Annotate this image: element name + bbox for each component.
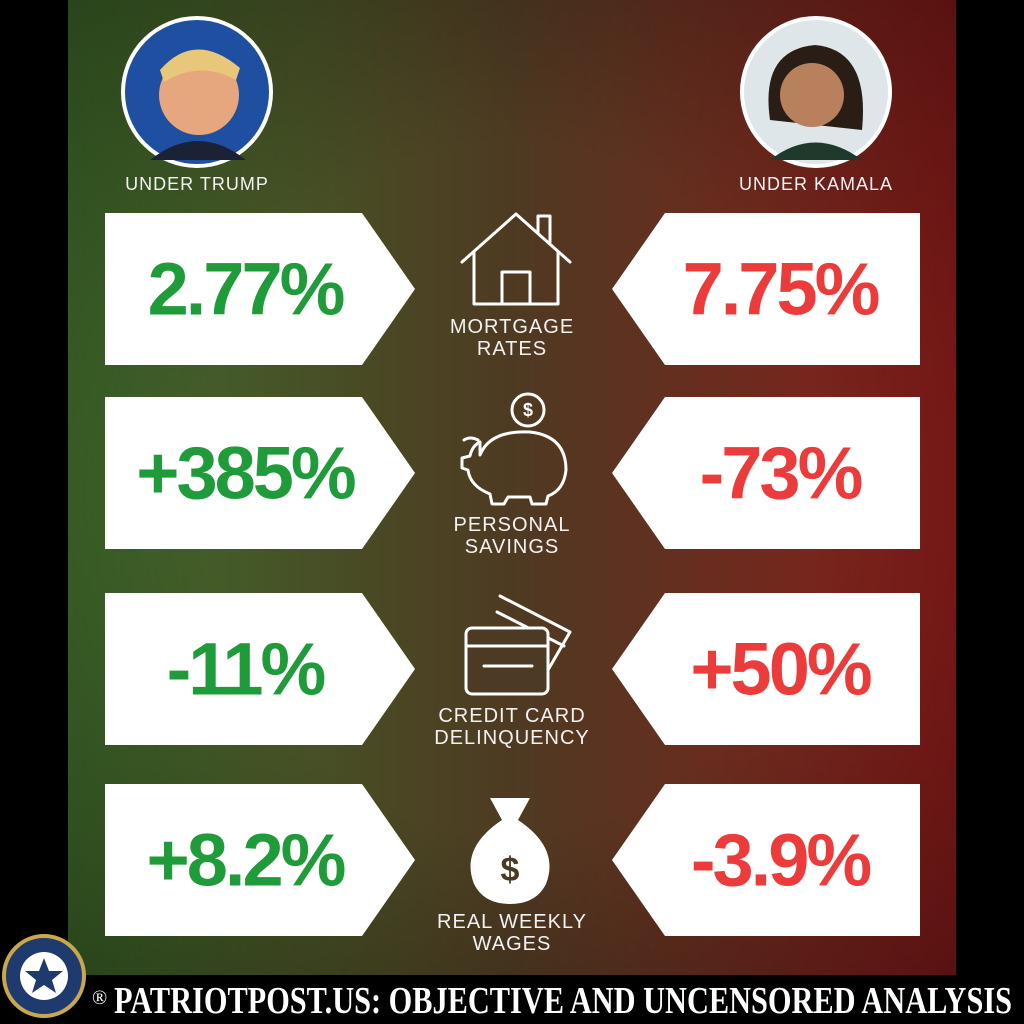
registered-mark: ® (92, 987, 107, 1009)
left-value-box (105, 213, 415, 365)
right-heading: UNDER KAMALA (739, 174, 893, 194)
metric-label: SAVINGS (465, 536, 559, 558)
left-value-box (105, 593, 415, 745)
right-value-box (612, 213, 920, 365)
left-value: -11% (167, 628, 325, 711)
piggy-bank-icon (460, 392, 568, 506)
right-value-box (612, 784, 920, 936)
right-value: 7.75% (683, 248, 879, 331)
metric-label: WAGES (473, 933, 552, 955)
right-value: +50% (690, 628, 871, 711)
left-value-box (105, 784, 415, 936)
right-value: -73% (700, 432, 862, 515)
metric-label: REAL WEEKLY (437, 911, 587, 933)
metric-label: DELINQUENCY (434, 727, 589, 749)
right-value-box (612, 397, 920, 549)
house-icon (460, 212, 572, 306)
left-portrait (121, 16, 273, 168)
metric-label: MORTGAGE (450, 316, 574, 338)
metric-label: CREDIT CARD (438, 705, 585, 727)
footer-bar (0, 975, 1024, 1024)
metric-label: PERSONAL (454, 514, 571, 536)
dollar-symbol: $ (523, 400, 533, 420)
footer-text: PATRIOTPOST.US: OBJECTIVE AND UNCENSORED… (114, 980, 1012, 1022)
left-heading: UNDER TRUMP (125, 174, 269, 194)
right-portrait (740, 16, 892, 168)
left-value: 2.77% (148, 248, 344, 331)
left-value: +8.2% (147, 819, 345, 902)
right-value: -3.9% (691, 819, 871, 902)
left-value-box (105, 397, 415, 549)
money-bag-icon: $ (470, 798, 550, 904)
right-value-box (612, 593, 920, 745)
seal (2, 934, 86, 1018)
credit-card-icon (464, 594, 572, 696)
metric-label: RATES (477, 338, 547, 360)
left-value: +385% (136, 432, 355, 515)
svg-text:$: $ (501, 851, 520, 889)
